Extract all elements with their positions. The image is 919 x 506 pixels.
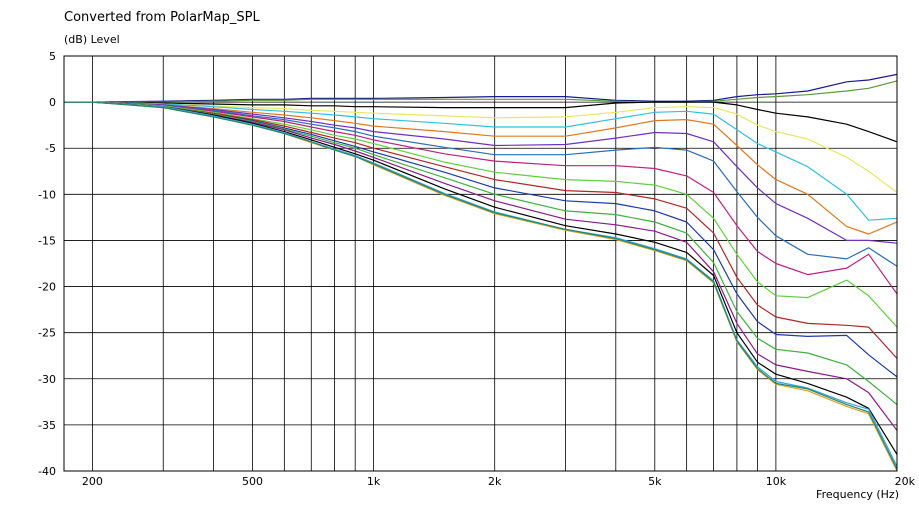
x-tick-label: 10k — [766, 475, 787, 488]
series-line-6 — [64, 101, 898, 235]
y-tick-label: -40 — [38, 465, 56, 478]
series-line-10 — [64, 101, 898, 328]
series-line-3 — [64, 101, 898, 143]
series-line-2 — [64, 80, 898, 103]
series-line-9 — [64, 101, 898, 295]
y-tick-labels: 5 0 -5 -10 -15 -20 -25 -30 -35 -40 — [38, 50, 56, 478]
y-tick-label: -35 — [38, 419, 56, 432]
series-group — [64, 73, 898, 472]
series-line-7 — [64, 101, 898, 244]
series-line-14 — [64, 101, 898, 431]
y-tick-label: 5 — [49, 50, 56, 63]
y-tick-label: 0 — [49, 96, 56, 109]
series-line-13 — [64, 101, 898, 406]
series-line-1 — [64, 73, 898, 103]
y-axis-label: (dB) Level — [64, 33, 120, 46]
series-line-5 — [64, 101, 898, 221]
x-tick-label: 2k — [488, 475, 502, 488]
x-tick-label: 200 — [82, 475, 103, 488]
x-tick-label: 1k — [367, 475, 381, 488]
x-tick-label: 500 — [242, 475, 263, 488]
series-line-11 — [64, 101, 898, 359]
series-line-4 — [64, 101, 898, 193]
x-tick-label: 5k — [648, 475, 662, 488]
x-tick-labels: 200 500 1k 2k 5k 10k 20k — [82, 475, 916, 488]
series-line-16 — [64, 101, 898, 467]
y-tick-label: -20 — [38, 281, 56, 294]
x-tick-label: 20k — [895, 475, 916, 488]
y-tick-label: -5 — [45, 142, 56, 155]
series-line-8 — [64, 101, 898, 267]
series-line-18 — [64, 101, 898, 470]
x-axis-label: Frequency (Hz) — [816, 488, 899, 501]
chart-title: Converted from PolarMap_SPL — [64, 10, 260, 25]
y-tick-label: -10 — [38, 188, 56, 201]
grid — [64, 55, 898, 472]
y-tick-label: -30 — [38, 373, 56, 386]
y-tick-label: -25 — [38, 327, 56, 340]
plot-frame — [63, 55, 898, 472]
series-line-15 — [64, 101, 898, 455]
y-tick-label: -15 — [38, 234, 56, 247]
series-line-12 — [64, 101, 898, 378]
